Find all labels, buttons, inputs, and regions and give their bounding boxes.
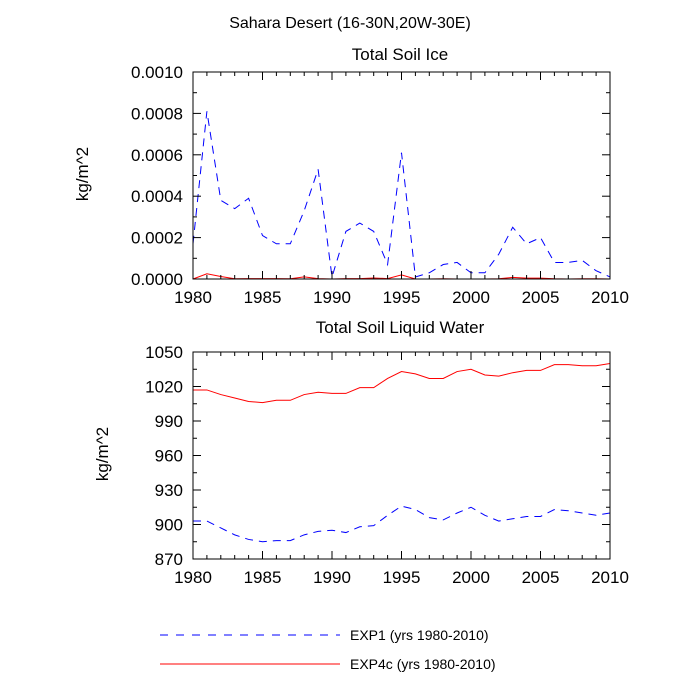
plot-frame (192, 71, 611, 280)
y-tick-label: 960 (155, 447, 183, 466)
x-tick-label: 1990 (313, 288, 351, 307)
y-axis-label: kg/m^2 (73, 147, 92, 201)
figure-title: Sahara Desert (16-30N,20W-30E) (229, 15, 471, 32)
panel-title: Total Soil Liquid Water (316, 318, 485, 337)
y-tick-label: 0.0006 (131, 146, 183, 165)
y-tick-label: 0.0008 (131, 104, 183, 123)
y-axis-label: kg/m^2 (93, 427, 112, 481)
x-tick-label: 2000 (452, 568, 490, 587)
series-line-exp1 (193, 505, 611, 543)
legend-label-exp1: EXP1 (yrs 1980-2010) (350, 627, 489, 643)
panel-total-soil-ice: Total Soil Ice kg/m^2 1980 1985 1990 1995 20… (73, 45, 629, 307)
x-tick-label: 1980 (174, 288, 212, 307)
x-tick-label: 1980 (174, 568, 212, 587)
y-tick-label: 0.0004 (131, 187, 183, 206)
x-tick-label: 1985 (244, 288, 282, 307)
x-tick-label: 2010 (591, 568, 629, 587)
legend: EXP1 (yrs 1980-2010) EXP4c (yrs 1980-201… (160, 627, 496, 672)
legend-label-exp4c: EXP4c (yrs 1980-2010) (350, 656, 496, 672)
plot-frame (192, 351, 611, 560)
y-tick-label: 0.0010 (131, 63, 183, 82)
x-tick-label: 2000 (452, 288, 490, 307)
series-line-exp4c (193, 363, 611, 404)
x-tick-label: 2005 (522, 288, 560, 307)
y-tick-label: 990 (155, 412, 183, 431)
y-tick-label: 930 (155, 481, 183, 500)
x-tick-label: 1985 (244, 568, 282, 587)
x-tick-label: 2005 (522, 568, 560, 587)
series-line-exp1 (192, 111, 611, 278)
x-tick-label: 1995 (383, 288, 421, 307)
y-tick-label: 0.0002 (131, 229, 183, 248)
x-tick-label: 2010 (591, 288, 629, 307)
y-tick-label: 1020 (145, 378, 183, 397)
y-tick-label: 1050 (145, 343, 183, 362)
y-tick-label: 0.0000 (131, 270, 183, 289)
y-tick-label: 900 (155, 516, 183, 535)
x-tick-label: 1990 (313, 568, 351, 587)
y-tick-label: 870 (155, 550, 183, 569)
x-tick-label: 1995 (383, 568, 421, 587)
panel-title: Total Soil Ice (352, 45, 448, 64)
panel-total-soil-liquid-water: Total Soil Liquid Water kg/m^2 1980 1985 1… (93, 318, 629, 587)
